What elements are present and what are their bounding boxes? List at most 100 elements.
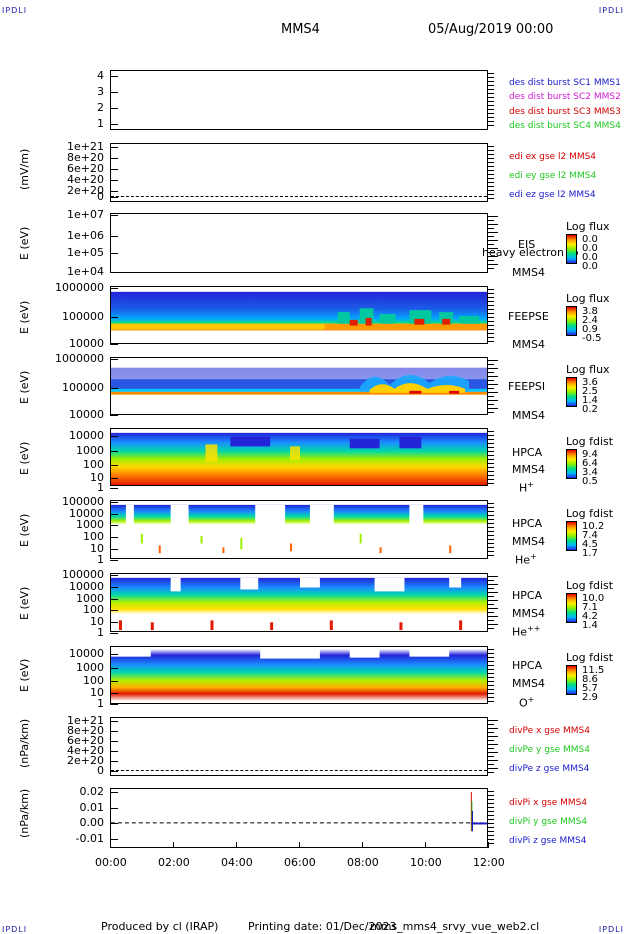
right-tick-mark bbox=[488, 515, 494, 516]
x-tick-label: 04:00 bbox=[221, 856, 253, 869]
legend-edi-ex: edi ex gse l2 MMS4 bbox=[509, 152, 597, 162]
hpca-h-cbar-val: 6.4 bbox=[582, 458, 598, 469]
hpca-o-species: O+ bbox=[519, 695, 535, 710]
burst-availability-panel bbox=[110, 70, 488, 130]
right-tick-mark bbox=[488, 109, 494, 110]
right-tick-mark bbox=[488, 101, 494, 102]
y-tick-mark bbox=[110, 197, 118, 198]
legend-divpi-z: divPi z gse MMS4 bbox=[509, 836, 587, 846]
y-tick-mark bbox=[110, 751, 118, 752]
right-tick-mark bbox=[488, 547, 494, 548]
hpca-o-cbar-val: 8.6 bbox=[582, 674, 598, 685]
legend-divpe-z: divPe z gse MMS4 bbox=[509, 764, 590, 774]
y-tick-label: 10 bbox=[90, 471, 104, 484]
legend-divpe-x: divPe x gse MMS4 bbox=[509, 726, 590, 736]
feeps-electron-cbar-val: 2.4 bbox=[582, 315, 598, 326]
footer-script-name: mms_mms4_srvy_vue_web2.cl bbox=[370, 920, 540, 933]
right-tick-mark bbox=[488, 447, 494, 448]
right-tick-mark bbox=[488, 388, 494, 389]
y-tick-mark bbox=[110, 549, 118, 550]
right-tick-mark bbox=[488, 321, 494, 322]
right-tick-mark bbox=[488, 612, 494, 613]
right-tick-mark bbox=[488, 182, 494, 183]
right-tick-mark bbox=[488, 608, 498, 609]
y-tick-mark bbox=[110, 169, 118, 170]
legend-edi-ez: edi ez gse l2 MMS4 bbox=[509, 190, 596, 200]
hpca-h-spectrogram bbox=[111, 432, 487, 485]
hpca-hepp-cbar-val: 4.2 bbox=[582, 611, 598, 622]
feeps-ion-ylabel: E (eV) bbox=[18, 370, 31, 404]
feeps-electron-panel bbox=[110, 286, 488, 344]
right-tick-mark bbox=[488, 364, 494, 365]
right-tick-mark bbox=[488, 748, 494, 749]
hpca-o-instrument: HPCA bbox=[512, 659, 543, 672]
hpca-he-spectrogram bbox=[111, 504, 487, 554]
hpca-he-cbar-val: 10.2 bbox=[582, 521, 605, 532]
y-tick-label: 1 bbox=[97, 697, 104, 710]
hpca-h-cbar-val: 9.4 bbox=[582, 449, 598, 460]
eis-instrument-label: EIS bbox=[518, 238, 536, 251]
right-tick-mark bbox=[488, 396, 494, 397]
right-tick-mark bbox=[488, 772, 494, 773]
right-tick-mark bbox=[488, 669, 494, 670]
right-tick-mark bbox=[488, 301, 494, 302]
eis-cbar-val: 0.0 bbox=[582, 234, 598, 245]
y-tick-label: 0 bbox=[97, 764, 104, 777]
right-tick-mark bbox=[488, 823, 494, 824]
hpca-o-spectrogram bbox=[111, 648, 487, 702]
feeps-ion-cbar-val: 3.6 bbox=[582, 377, 598, 388]
hpca-hepp-sc: MMS4 bbox=[512, 607, 545, 620]
right-tick-mark bbox=[488, 653, 494, 654]
y-tick-label: 1e+06 bbox=[67, 229, 104, 242]
y-tick-label: 100000 bbox=[62, 568, 104, 581]
y-tick-mark bbox=[110, 823, 118, 824]
y-tick-mark bbox=[110, 236, 118, 237]
feeps-electron-cbar-title: Log flux bbox=[566, 292, 610, 305]
feeps-ion-cbar-val: 2.5 bbox=[582, 386, 598, 397]
right-tick-mark bbox=[488, 252, 494, 253]
right-tick-mark bbox=[488, 194, 494, 195]
right-tick-mark bbox=[488, 551, 494, 552]
y-tick-mark bbox=[110, 317, 118, 318]
right-tick-mark bbox=[488, 248, 498, 249]
legend-divpi-x: divPi x gse MMS4 bbox=[509, 798, 588, 808]
y-tick-label: 10 bbox=[90, 686, 104, 699]
right-tick-mark bbox=[488, 475, 494, 476]
hpca-o-cbar-title: Log fdist bbox=[566, 651, 614, 664]
right-tick-mark bbox=[488, 799, 494, 800]
x-tick-label: 10:00 bbox=[410, 856, 442, 869]
y-tick-label: 0.02 bbox=[79, 785, 105, 798]
right-tick-mark bbox=[488, 313, 494, 314]
y-tick-label: 100 bbox=[83, 603, 104, 616]
y-tick-label: 8e+20 bbox=[67, 151, 104, 164]
x-tick-label: 08:00 bbox=[347, 856, 379, 869]
corner-mark-bottom-left: IPDLI bbox=[2, 925, 28, 934]
y-tick-mark bbox=[110, 808, 118, 809]
y-tick-label: 3 bbox=[97, 85, 104, 98]
right-tick-mark bbox=[488, 736, 498, 737]
hpca-hepp-cbar-val: 1.4 bbox=[582, 620, 598, 631]
right-tick-mark bbox=[488, 264, 498, 265]
y-tick-label: 1 bbox=[97, 553, 104, 566]
right-tick-mark bbox=[488, 811, 494, 812]
eis-cbar-val: 0.0 bbox=[582, 261, 598, 272]
right-tick-mark bbox=[488, 392, 498, 393]
feeps-electron-cbar-val: 3.8 bbox=[582, 306, 598, 317]
x-tick-mark bbox=[236, 842, 237, 848]
hpca-h-instrument: HPCA bbox=[512, 446, 543, 459]
x-tick-label: 12:00 bbox=[473, 856, 505, 869]
x-tick-mark bbox=[425, 842, 426, 848]
legend-mms1: des dist burst SC1 MMS1 bbox=[509, 78, 621, 88]
edi-efield-panel bbox=[110, 143, 488, 202]
right-tick-mark bbox=[488, 170, 494, 171]
eis-cbar-title: Log flux bbox=[566, 220, 610, 233]
right-tick-mark bbox=[488, 724, 494, 725]
y-tick-label: 10000 bbox=[69, 337, 104, 350]
right-tick-mark bbox=[488, 649, 494, 650]
y-tick-label: 0 bbox=[97, 190, 104, 203]
right-tick-mark bbox=[488, 600, 498, 601]
right-tick-mark bbox=[488, 404, 494, 405]
right-tick-mark bbox=[488, 596, 494, 597]
y-tick-mark bbox=[110, 415, 118, 416]
right-tick-mark bbox=[488, 435, 494, 436]
